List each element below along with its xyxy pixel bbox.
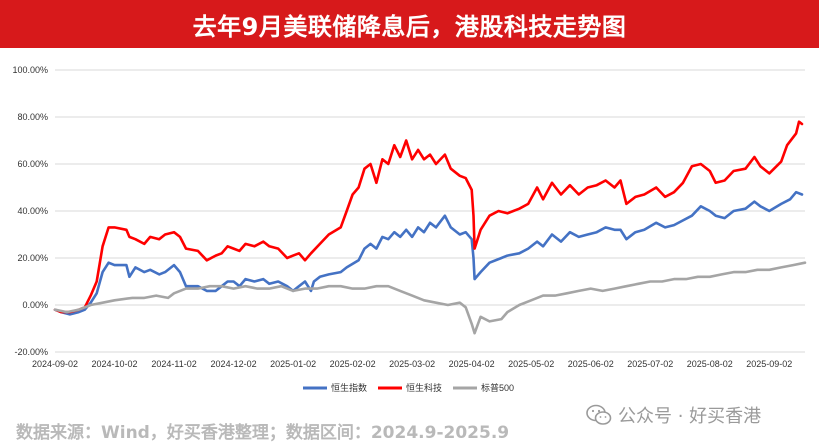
y-tick-label: 60.00%	[17, 159, 48, 169]
legend-label: 恒生指数	[331, 382, 367, 393]
legend-label: 标普500	[481, 382, 514, 393]
chart-title: 去年9月美联储降息后，港股科技走势图	[192, 12, 627, 41]
y-axis-ticks: 100.00% 80.00% 60.00% 40.00% 20.00% 0.00% -20.…	[12, 65, 48, 357]
x-axis-ticks: 2024-09-02 2024-10-02 2024-11-02 2024-12-02…	[32, 359, 792, 369]
y-tick-label: 0.00%	[22, 300, 48, 310]
legend-label: 恒生科技	[406, 382, 442, 393]
data-source-note: 数据来源：Wind，好买香港整理；数据区间：2024.9-2025.9	[16, 423, 510, 443]
gridlines	[55, 69, 805, 353]
y-tick-label: 80.00%	[17, 112, 48, 122]
y-tick-label: 40.00%	[17, 206, 48, 216]
x-tick-label: 2024-12-02	[211, 359, 257, 369]
x-tick-label: 2025-09-02	[746, 359, 792, 369]
y-tick-label: 20.00%	[17, 253, 48, 263]
line-chart: 100.00% 80.00% 60.00% 40.00% 20.00% 0.00% -20.…	[12, 65, 807, 393]
x-tick-label: 2025-07-02	[627, 359, 673, 369]
series-line	[53, 190, 804, 316]
brand-watermark: 公众号 · 好买香港	[586, 402, 761, 428]
title-banner: 去年9月美联储降息后，港股科技走势图	[0, 0, 819, 48]
x-tick-label: 2024-11-02	[151, 359, 196, 369]
x-tick-label: 2025-03-02	[389, 359, 435, 369]
x-tick-label: 2025-04-02	[449, 359, 495, 369]
wechat-icon	[586, 404, 612, 425]
x-tick-label: 2025-02-02	[330, 359, 376, 369]
series-line	[53, 120, 804, 314]
x-tick-label: 2025-06-02	[568, 359, 614, 369]
series-lines	[53, 120, 807, 335]
y-tick-label: -20.00%	[14, 347, 48, 357]
legend: 恒生指数 恒生科技 标普500	[303, 382, 514, 393]
series-line	[53, 261, 807, 335]
brand-text: 公众号 · 好买香港	[618, 406, 762, 427]
x-tick-label: 2025-05-02	[508, 359, 554, 369]
x-tick-label: 2025-01-02	[270, 359, 316, 369]
x-tick-label: 2024-09-02	[32, 359, 78, 369]
x-tick-label: 2024-10-02	[92, 359, 138, 369]
y-tick-label: 100.00%	[12, 65, 48, 75]
x-tick-label: 2025-08-02	[687, 359, 733, 369]
